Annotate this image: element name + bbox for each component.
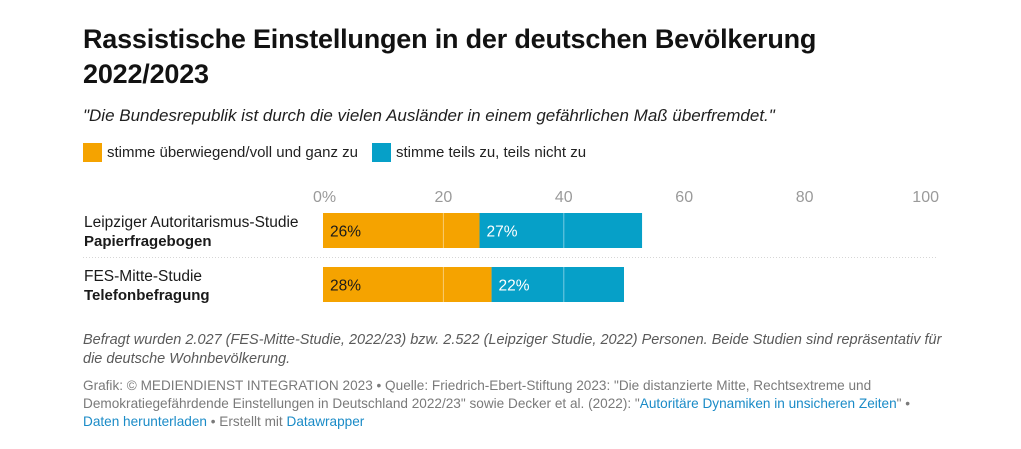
- category-sublabel-0: Papierfragebogen: [84, 233, 212, 250]
- category-sublabel-1: Telefonbefragung: [84, 287, 210, 304]
- footer-source-text: Grafik: © MEDIENDIENST INTEGRATION 2023 …: [83, 378, 872, 411]
- x-tick-label-0: 0%: [313, 189, 336, 206]
- x-tick-label-40: 40: [555, 189, 573, 206]
- x-tick-label-80: 80: [796, 189, 814, 206]
- chart-notes: Befragt wurden 2.027 (FES-Mitte-Studie, …: [83, 332, 942, 367]
- x-tick-label-20: 20: [435, 189, 453, 206]
- category-label-0: Leipziger Autoritarismus-Studie: [84, 214, 299, 231]
- legend-label-partial: stimme teils zu, teils nicht zu: [395, 144, 587, 161]
- chart-subtitle: "Die Bundesrepublik ist durch die vielen…: [83, 106, 775, 125]
- legend-swatch-partial: [371, 143, 391, 162]
- bar-1-series-1: [491, 267, 624, 302]
- legend: stimme überwiegend/voll und ganz zu stim…: [83, 143, 939, 162]
- legend-label-agree: stimme überwiegend/voll und ganz zu: [107, 144, 358, 161]
- x-tick-label-100: 100: [912, 189, 939, 206]
- chart-title: Rassistische Einstellungen in der deutsc…: [83, 24, 817, 89]
- bar-1-series-0: [323, 267, 492, 302]
- legend-swatch-agree: [83, 143, 102, 162]
- category-label-1: FES-Mitte-Studie: [84, 268, 202, 285]
- data-label-0-series-1: 27%: [487, 224, 518, 241]
- footer-created-text: • Erstellt mit: [206, 414, 287, 429]
- datawrapper-link[interactable]: Datawrapper: [286, 414, 365, 429]
- data-label-0-series-0: 26%: [330, 224, 361, 241]
- bar-0-series-0: [323, 213, 480, 248]
- data-label-1-series-1: 22%: [499, 278, 530, 295]
- chart-header: Rassistische Einstellungen in der deutsc…: [83, 22, 939, 162]
- legend-item-agree: stimme überwiegend/voll und ganz zu: [83, 143, 358, 162]
- legend-item-partial: stimme teils zu, teils nicht zu: [371, 143, 587, 162]
- bar-chart: 0% 20 40 60 80 100 Leipziger Autoritarismus-St…: [83, 189, 939, 304]
- download-data-link[interactable]: Daten herunterladen: [83, 414, 207, 429]
- data-label-1-series-0: 28%: [330, 278, 361, 295]
- chart-footer: Grafik: © MEDIENDIENST INTEGRATION 2023 …: [83, 377, 943, 431]
- footer-separator: " •: [896, 396, 911, 411]
- x-tick-label-60: 60: [675, 189, 693, 206]
- source-link[interactable]: Autoritäre Dynamiken in unsicheren Zeite…: [639, 396, 897, 411]
- bar-0-series-1: [479, 213, 643, 248]
